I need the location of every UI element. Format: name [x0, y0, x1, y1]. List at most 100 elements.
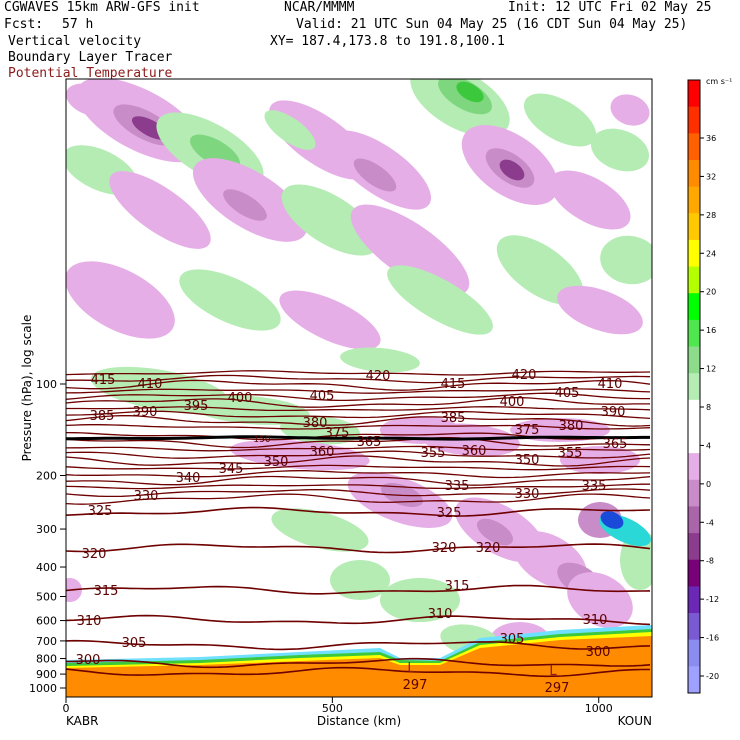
potential-temperature-contours	[66, 370, 651, 678]
theta-label: 375	[515, 423, 540, 438]
tropopause-line	[66, 435, 650, 441]
y-tick-label: 100	[36, 378, 57, 391]
theta-label: 310	[428, 607, 453, 622]
colorbar-swatch	[688, 186, 700, 214]
theta-label: 300	[586, 645, 611, 660]
theta-label: 350	[264, 455, 289, 470]
fcst-label: Fcst:	[4, 17, 44, 32]
colorbar-swatch	[688, 133, 700, 161]
velocity-cell	[353, 158, 397, 192]
velocity-cell	[350, 204, 470, 296]
velocity-cell	[66, 83, 115, 117]
y-tick-label: 300	[36, 523, 57, 536]
y-tick-label: 800	[36, 653, 57, 666]
theta-label: 340	[176, 471, 201, 486]
velocity-cell	[456, 81, 484, 103]
valid-time: Valid: 21 UTC Sun 04 May 25 (16 CDT Sun …	[296, 17, 688, 32]
velocity-cell	[179, 269, 281, 331]
colorbar-tick-label: 24	[706, 249, 716, 258]
model-title: CGWAVES 15km ARW-GFS init	[4, 0, 200, 15]
colorbar-swatch	[688, 559, 700, 587]
colorbar-swatch	[688, 213, 700, 241]
velocity-cell	[380, 578, 460, 622]
velocity-cell	[264, 110, 316, 150]
theta-contour	[66, 424, 651, 430]
velocity-cell	[109, 171, 211, 249]
theta-contour	[66, 437, 651, 449]
theta-label: 405	[555, 386, 580, 401]
velocity-cell	[271, 508, 369, 552]
xy-coordinates: XY= 187.4,173.8 to 191.8,100.1	[270, 34, 505, 49]
theta-label: 375	[325, 426, 350, 441]
theta-contour	[66, 397, 650, 408]
right-station-label: KOUN	[618, 714, 652, 728]
theta-label: 355	[558, 446, 583, 461]
theta-label: 415	[441, 377, 466, 392]
x-tick-label: 0	[63, 702, 70, 715]
theta-label: 405	[310, 389, 335, 404]
distance-axis: 0 500 1000	[63, 697, 613, 715]
theta-label: 330	[134, 489, 159, 504]
theta-contour	[66, 666, 650, 678]
colorbar-tick-label: 16	[706, 326, 716, 335]
colorbar-tick-label: 0	[706, 480, 711, 489]
colorbar-swatch	[688, 373, 700, 401]
theta-contour	[66, 415, 651, 427]
theta-contour	[66, 584, 651, 595]
plot-frame	[65, 78, 653, 698]
theta-label: 400	[228, 391, 253, 406]
colorbar-swatch	[688, 80, 700, 108]
colorbar-tick-label: 36	[706, 134, 716, 143]
theta-label: 350	[515, 453, 540, 468]
y-tick-label: 600	[36, 615, 57, 628]
theta-contour	[66, 639, 651, 651]
colorbar-tick-label: -8	[706, 557, 714, 566]
velocity-cell	[523, 93, 597, 147]
colorbar-swatch	[688, 666, 700, 694]
theta-contour	[66, 388, 651, 394]
theta-label: 420	[512, 368, 537, 383]
theta-label: 305	[500, 632, 525, 647]
theta-label: 315	[445, 579, 470, 594]
colorbar-swatch	[688, 293, 700, 321]
theta-label: 325	[437, 506, 462, 521]
theta-label: 360	[310, 445, 335, 460]
velocity-cell	[590, 128, 650, 172]
x-axis-title: Distance (km)	[317, 714, 401, 728]
theta-label: 390	[601, 405, 626, 420]
colorbar-swatch	[688, 586, 700, 614]
theta-contour	[66, 543, 651, 554]
theta-label: 360	[462, 444, 487, 459]
theta-contour	[66, 488, 651, 498]
velocity-cell	[230, 439, 370, 471]
theta-label: 385	[441, 411, 466, 426]
colorbar-swatch	[688, 399, 700, 427]
colorbar-tick-label: 8	[706, 403, 711, 412]
fcst-value: 57 h	[62, 17, 94, 32]
theta-label: 365	[603, 437, 628, 452]
theta-contour	[66, 483, 650, 490]
x-tick-label: 500	[322, 702, 343, 715]
colorbar-tick-label: 20	[706, 288, 716, 297]
theta-contour	[66, 379, 651, 391]
tropopause-label: 150	[253, 435, 270, 445]
tracer-core	[66, 636, 652, 697]
y-tick-label: 500	[36, 590, 57, 603]
theta-contour	[66, 370, 651, 376]
theta-label: 305	[122, 636, 147, 651]
velocity-cell	[340, 347, 420, 373]
contour-labels: 415 410 420 415 420 410 405 400 395 390 385 400 405 3…	[76, 368, 628, 696]
colorbar-swatch	[688, 639, 700, 667]
colorbar-swatch	[688, 479, 700, 507]
theta-label: 380	[303, 416, 328, 431]
colorbar-swatch	[688, 533, 700, 561]
colorbar-tick-label: -16	[706, 634, 719, 643]
theta-contour	[66, 470, 651, 479]
theta-contour	[66, 445, 651, 452]
colorbar-tick-label: 12	[706, 365, 716, 374]
colorbar-swatch	[688, 319, 700, 348]
velocity-cell	[66, 261, 175, 339]
theta-label: 335	[445, 479, 470, 494]
colorbar-swatch	[688, 106, 700, 134]
field-potential-temperature: Potential Temperature	[8, 66, 173, 81]
